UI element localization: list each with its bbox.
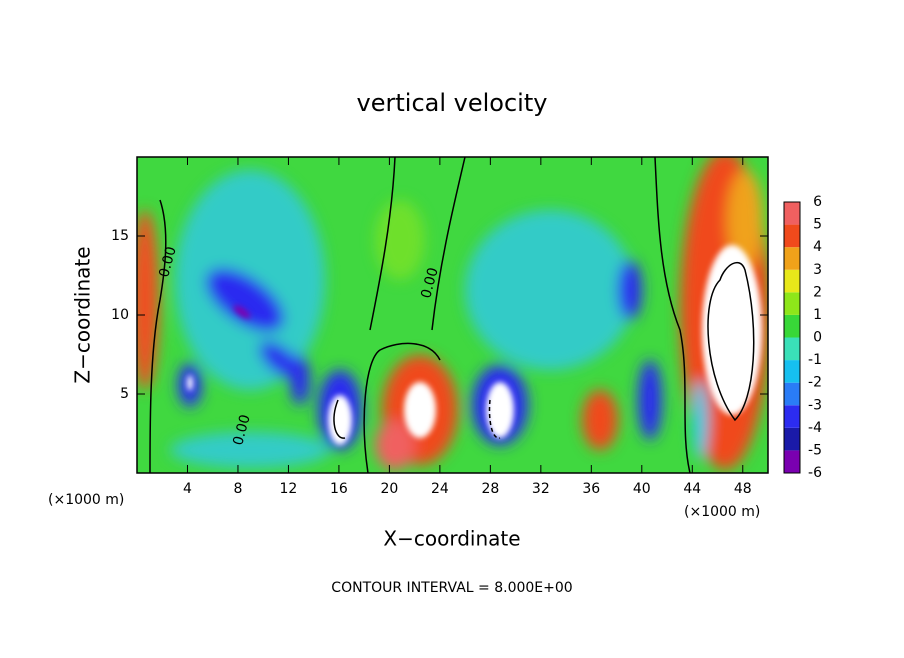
- contour-label: 0.00: [156, 245, 180, 279]
- colorbar-bin: [784, 405, 800, 428]
- y-tick-label: 5: [120, 386, 129, 402]
- unit-label: (×1000 m): [684, 504, 760, 520]
- colorbar-bin: [784, 247, 800, 270]
- contour-label: 0.00: [230, 413, 254, 447]
- y-tick-label: 15: [111, 228, 129, 244]
- x-tick-label: 16: [330, 481, 348, 497]
- x-tick-label: 44: [683, 481, 701, 497]
- x-tick-label: 12: [280, 481, 298, 497]
- colorbar-label: -4: [808, 420, 822, 436]
- colorbar-label: 3: [813, 262, 822, 278]
- colorbar-label: -5: [808, 442, 822, 458]
- colorbar-label: 5: [813, 217, 822, 233]
- chart-title: vertical velocity: [357, 89, 548, 117]
- colorbar-label: -6: [808, 465, 822, 481]
- colorbar-bin: [784, 224, 800, 248]
- colorbar-frame: [783, 201, 801, 474]
- x-tick-label: 40: [633, 481, 651, 497]
- colorbar-bin: [784, 450, 800, 473]
- colorbar-label: -1: [808, 352, 822, 368]
- colorbar-bin: [784, 269, 800, 293]
- colorbar-label: 4: [813, 239, 822, 255]
- colorbar-bin: [784, 382, 800, 406]
- field: [137, 157, 768, 473]
- y-axis-label: Z−coordinate: [71, 246, 95, 383]
- colorbar-label: -3: [808, 397, 822, 413]
- colorbar-bin: [784, 427, 800, 451]
- colorbar-bin: [784, 202, 800, 225]
- x-tick-label: 8: [233, 481, 242, 497]
- colorbar-label: -2: [808, 375, 822, 391]
- x-tick-label: 24: [431, 481, 449, 497]
- colorbar-bin: [784, 337, 800, 361]
- unit-label: (×1000 m): [48, 492, 124, 508]
- y-tick-label: 10: [111, 307, 129, 323]
- colorbar-label: 1: [813, 307, 822, 323]
- colorbar-label: 6: [813, 194, 822, 210]
- x-tick-label: 4: [183, 481, 192, 497]
- x-tick-label: 36: [582, 481, 600, 497]
- footer: CONTOUR INTERVAL = 8.000E+00: [331, 580, 572, 596]
- colorbar-label: 2: [813, 284, 822, 300]
- x-tick-label: 32: [532, 481, 550, 497]
- colorbar-bin: [784, 314, 800, 338]
- colorbar-label: 0: [813, 330, 822, 346]
- colorbar-bin: [784, 360, 800, 383]
- x-tick-label: 48: [734, 481, 752, 497]
- x-tick-label: 28: [481, 481, 499, 497]
- contour-label: 0.00: [418, 266, 442, 300]
- x-tick-label: 20: [380, 481, 398, 497]
- colorbar-bin: [784, 292, 800, 315]
- x-axis-label: X−coordinate: [383, 527, 520, 551]
